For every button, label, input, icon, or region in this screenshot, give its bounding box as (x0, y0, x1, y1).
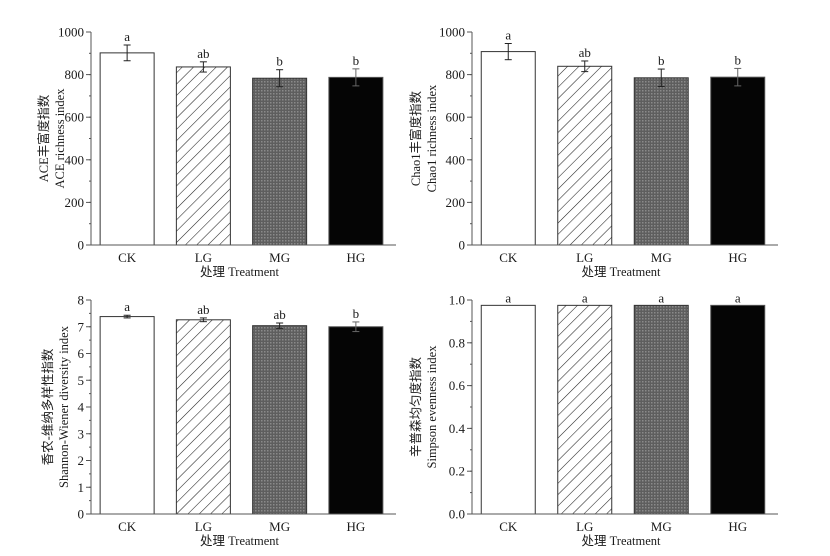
x-tick-label: HG (728, 519, 747, 534)
y-tick-label: 5 (78, 373, 85, 388)
y-tick-label: 0 (78, 238, 85, 253)
x-axis-title: 处理 Treatment (200, 534, 280, 548)
y-tick-label: 600 (446, 110, 466, 125)
y-tick-label: 0 (78, 507, 85, 522)
bar-hg (710, 304, 766, 515)
y-axis-title-cn: 香农-维纳多样性指数 (40, 348, 55, 465)
y-tick-label: 0.6 (449, 378, 466, 393)
y-tick-label: 2 (78, 453, 85, 468)
x-tick-label: CK (499, 519, 518, 534)
significance-letter: ab (197, 46, 209, 61)
y-tick-label: 400 (446, 152, 466, 167)
bar-lg (557, 65, 613, 246)
significance-letter: a (658, 290, 664, 305)
y-axis-title-en: Shannon-Wiener diversity index (57, 325, 71, 488)
bar-mg (252, 325, 308, 515)
bar-ck (99, 52, 155, 246)
bar-mg (633, 304, 689, 515)
y-tick-label: 0.0 (449, 507, 465, 522)
significance-letter: b (353, 53, 360, 68)
x-tick-label: LG (195, 519, 212, 534)
x-tick-label: HG (728, 250, 747, 265)
significance-letter: a (505, 290, 511, 305)
y-tick-label: 800 (446, 67, 466, 82)
significance-letter: b (353, 306, 360, 321)
x-tick-label: LG (576, 250, 593, 265)
y-tick-label: 0 (459, 238, 466, 253)
bar-hg (328, 76, 384, 246)
x-tick-label: LG (195, 250, 212, 265)
bar-hg (328, 326, 384, 515)
y-tick-label: 0.2 (449, 464, 465, 479)
x-tick-label: HG (346, 519, 365, 534)
y-axis-title-en: Simpson evenness index (425, 345, 439, 469)
y-axis-title-cn: ACE丰富度指数 (36, 94, 51, 182)
y-axis-title-cn: Chao1丰富度指数 (408, 90, 423, 186)
y-tick-label: 800 (65, 67, 85, 82)
y-axis-title-cn: 辛普森均匀度指数 (408, 357, 423, 458)
bar-lg (175, 66, 231, 246)
x-tick-label: MG (269, 250, 290, 265)
x-tick-label: MG (651, 519, 672, 534)
y-tick-label: 4 (78, 400, 85, 415)
x-tick-label: CK (118, 519, 137, 534)
y-tick-label: 7 (78, 319, 85, 334)
panel-chao1: a CK ab LG b MG b HG 0 200 400 600 800 1000 处理 Treatme… (408, 25, 778, 279)
x-tick-label: MG (651, 250, 672, 265)
significance-letter: a (505, 28, 511, 43)
bar-mg (252, 77, 308, 246)
y-tick-label: 3 (78, 426, 85, 441)
x-tick-label: MG (269, 519, 290, 534)
y-tick-label: 1 (78, 480, 85, 495)
significance-letter: a (582, 290, 588, 305)
x-tick-label: CK (118, 250, 137, 265)
x-axis-title: 处理 Treatment (200, 265, 280, 279)
x-axis-title: 处理 Treatment (581, 534, 661, 548)
y-tick-label: 600 (65, 110, 85, 125)
significance-letter: b (276, 54, 283, 69)
y-tick-label: 1000 (439, 25, 465, 40)
x-axis-title: 处理 Treatment (581, 265, 661, 279)
y-tick-label: 1.0 (449, 293, 465, 308)
significance-letter: a (124, 299, 130, 314)
significance-letter: a (735, 290, 741, 305)
y-tick-label: 200 (446, 195, 466, 210)
y-axis-title-en: Chao1 richness index (425, 84, 439, 192)
panel-shannon: a CK ab LG ab MG b HG 0 1 2 3 4 5 6 7 8 处理 Treatment 香农-维纳… (40, 293, 396, 548)
bar-ck (99, 316, 155, 515)
y-tick-label: 400 (65, 152, 85, 167)
y-tick-label: 0.4 (449, 421, 466, 436)
bar-hg (710, 76, 766, 246)
x-tick-label: HG (346, 250, 365, 265)
bar-ck (480, 304, 536, 515)
y-tick-label: 8 (78, 293, 85, 308)
panel-simpson: a CK a LG a MG a HG 0.0 0.2 0.4 0.6 0.8 1.0 处理 Treatme… (408, 290, 778, 548)
y-tick-label: 1000 (58, 25, 84, 40)
x-tick-label: CK (499, 250, 518, 265)
significance-letter: ab (579, 45, 591, 60)
bar-ck (480, 51, 536, 246)
y-tick-label: 200 (65, 195, 85, 210)
bar-lg (175, 319, 231, 515)
y-tick-label: 0.8 (449, 335, 465, 350)
bar-lg (557, 304, 613, 515)
y-tick-label: 6 (78, 346, 85, 361)
significance-letter: ab (273, 307, 285, 322)
significance-letter: ab (197, 302, 209, 317)
significance-letter: b (735, 52, 742, 67)
bar-mg (633, 77, 689, 246)
panel-ace: a CK ab LG b MG b HG 0 200 400 600 800 1000 处理 Treatme… (36, 25, 396, 279)
x-tick-label: LG (576, 519, 593, 534)
significance-letter: a (124, 29, 130, 44)
y-axis-title-en: ACE richness index (53, 88, 67, 189)
significance-letter: b (658, 53, 665, 68)
